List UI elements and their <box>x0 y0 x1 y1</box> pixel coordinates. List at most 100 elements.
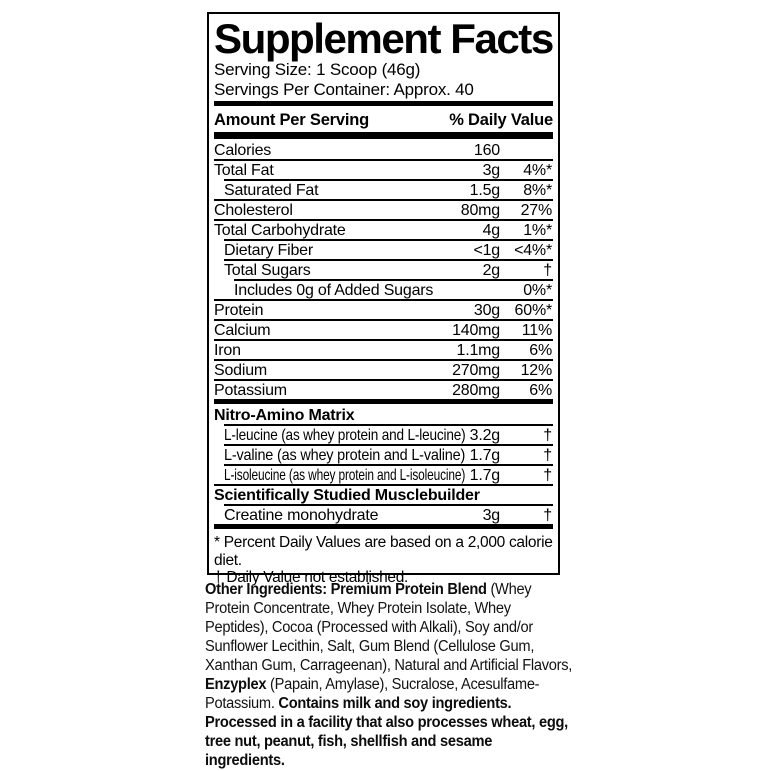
panel-title-text: Supplement Facts <box>214 15 554 62</box>
nutrient-name: Calcium <box>214 321 271 339</box>
nutrient-row: Protein 30g 60%* <box>214 299 553 319</box>
nutrient-daily-value: 1%* <box>523 221 552 239</box>
nutrient-row: Saturated Fat 1.5g 8%* <box>214 179 553 199</box>
nutrient-daily-value: 4%* <box>523 161 552 179</box>
section-heading: Nitro-Amino Matrix <box>214 404 553 424</box>
footnote-line: * Percent Daily Values are based on a 2,… <box>214 534 553 569</box>
nutrient-row: Calcium 140mg 11% <box>214 319 553 339</box>
nutrient-row: Total Carbohydrate 4g 1%* <box>214 219 553 239</box>
nutrient-name: Total Fat <box>214 161 274 179</box>
supplement-facts-panel: Supplement Facts Serving Size: 1 Scoop (… <box>207 12 560 586</box>
row-divider <box>214 319 553 321</box>
row-divider <box>224 504 553 506</box>
row-divider <box>224 444 553 446</box>
nutrient-row: Dietary Fiber <1g <4%* <box>214 239 553 259</box>
footnote-line: † Daily Value not established. <box>214 569 409 586</box>
nutrient-row: Iron 1.1mg 6% <box>214 339 553 359</box>
nutrient-row: L-isoleucine (as whey protein and L-isol… <box>214 464 553 484</box>
nutrient-amount: 2g <box>482 261 501 279</box>
nutrient-name: Calories <box>214 141 272 159</box>
nutrient-amount: 140mg <box>452 321 500 339</box>
nutrient-daily-value: † <box>543 426 552 444</box>
nutrient-daily-value: 8%* <box>523 181 552 199</box>
nutrient-amount: 80mg <box>460 201 500 219</box>
nutrient-amount: 270mg <box>452 361 500 379</box>
row-divider <box>214 339 553 341</box>
nutrient-row: Total Sugars 2g † <box>214 259 553 279</box>
ingredient-sections: Nitro-Amino Matrix L-leucine (as whey pro… <box>214 404 553 524</box>
nutrient-amount: 280mg <box>452 381 500 399</box>
nutrient-daily-value: 6% <box>529 381 552 399</box>
nutrient-name: L-isoleucine (as whey protein and L-isol… <box>224 466 466 484</box>
other-ingredients-paragraph: Other Ingredients: Premium Protein Blend… <box>205 580 574 770</box>
divider-thick <box>214 524 553 529</box>
row-divider <box>224 239 553 241</box>
row-divider <box>224 424 553 426</box>
nutrient-row: Creatine monohydrate 3g † <box>214 504 553 524</box>
column-header-row: Amount Per Serving % Daily Value <box>214 106 553 132</box>
section-heading-text: Nitro-Amino Matrix <box>214 406 355 424</box>
nutrient-row: Cholesterol 80mg 27% <box>214 199 553 219</box>
nutrient-amount: 1.7g <box>469 466 501 484</box>
row-divider <box>234 279 553 281</box>
nutrient-daily-value: † <box>543 466 552 484</box>
row-divider <box>224 179 553 181</box>
nutrient-daily-value: 60%* <box>514 301 553 319</box>
amount-per-serving-header: Amount Per Serving <box>214 111 370 129</box>
nutrient-amount: 3g <box>482 161 501 179</box>
divider-thick <box>214 399 553 404</box>
nutrient-name: Potassium <box>214 381 287 399</box>
nutrient-amount: 3.2g <box>469 426 501 444</box>
ingredients-segment: Other Ingredients: Premium Protein Blend <box>205 581 491 598</box>
row-divider <box>224 259 553 261</box>
panel-title: Supplement Facts <box>214 15 554 62</box>
nutrient-name: Creatine monohydrate <box>224 506 379 524</box>
nutrient-amount: 1.7g <box>469 446 501 464</box>
nutrient-row: Total Fat 3g 4%* <box>214 159 553 179</box>
row-divider <box>214 219 553 221</box>
nutrient-row: L-valine (as whey protein and L-valine) 1… <box>214 444 553 464</box>
row-divider <box>214 359 553 361</box>
daily-value-header: % Daily Value <box>449 111 553 129</box>
ingredients-segment: (Papain, Amylase), Sucralose, Acesulfame… <box>205 676 540 712</box>
nutrient-rows: Calories 160 Total Fat 3g 4%* Saturated Fat 1.… <box>214 139 553 399</box>
nutrient-amount: 4g <box>482 221 501 239</box>
nutrient-name: L-leucine (as whey protein and L-leucine… <box>224 426 466 444</box>
row-divider <box>214 159 553 161</box>
nutrient-name: Total Carbohydrate <box>214 221 346 239</box>
divider-thick <box>214 132 553 139</box>
nutrient-daily-value: † <box>543 261 552 279</box>
nutrient-amount: 1.5g <box>469 181 501 199</box>
nutrient-amount: 1.1mg <box>456 341 501 359</box>
nutrient-daily-value: 11% <box>521 321 552 339</box>
nutrient-name: Saturated Fat <box>224 181 319 199</box>
footnotes: * Percent Daily Values are based on a 2,… <box>214 529 553 587</box>
nutrient-amount: 30g <box>473 301 500 319</box>
nutrient-daily-value: 6% <box>529 341 552 359</box>
nutrient-name: Cholesterol <box>214 201 293 219</box>
nutrient-daily-value: <4%* <box>514 241 552 259</box>
nutrient-amount: 3g <box>482 506 501 524</box>
divider-thick <box>214 101 553 106</box>
nutrient-daily-value: † <box>543 506 552 524</box>
nutrient-name: Includes 0g of Added Sugars <box>234 281 434 299</box>
nutrient-name: Dietary Fiber <box>224 241 313 259</box>
ingredients-segment: Enzyplex <box>205 676 271 693</box>
nutrient-name: Iron <box>214 341 241 359</box>
nutrient-name: Protein <box>214 301 264 319</box>
nutrient-daily-value: 27% <box>520 201 553 219</box>
nutrient-daily-value: † <box>543 446 552 464</box>
row-divider <box>214 299 553 301</box>
row-divider <box>214 199 553 201</box>
nutrient-row: L-leucine (as whey protein and L-leucine… <box>214 424 553 444</box>
nutrient-row: Includes 0g of Added Sugars 0%* <box>214 279 553 299</box>
nutrient-daily-value: 0%* <box>523 281 552 299</box>
serving-size: Serving Size: 1 Scoop (46g) <box>214 60 421 79</box>
row-divider <box>214 379 553 381</box>
nutrient-name: Total Sugars <box>224 261 311 279</box>
nutrient-name: L-valine (as whey protein and L-valine) <box>224 446 466 464</box>
nutrient-row: Calories 160 <box>214 139 553 159</box>
nutrient-row: Sodium 270mg 12% <box>214 359 553 379</box>
section-heading: Scientifically Studied Musclebuilder <box>214 484 553 504</box>
